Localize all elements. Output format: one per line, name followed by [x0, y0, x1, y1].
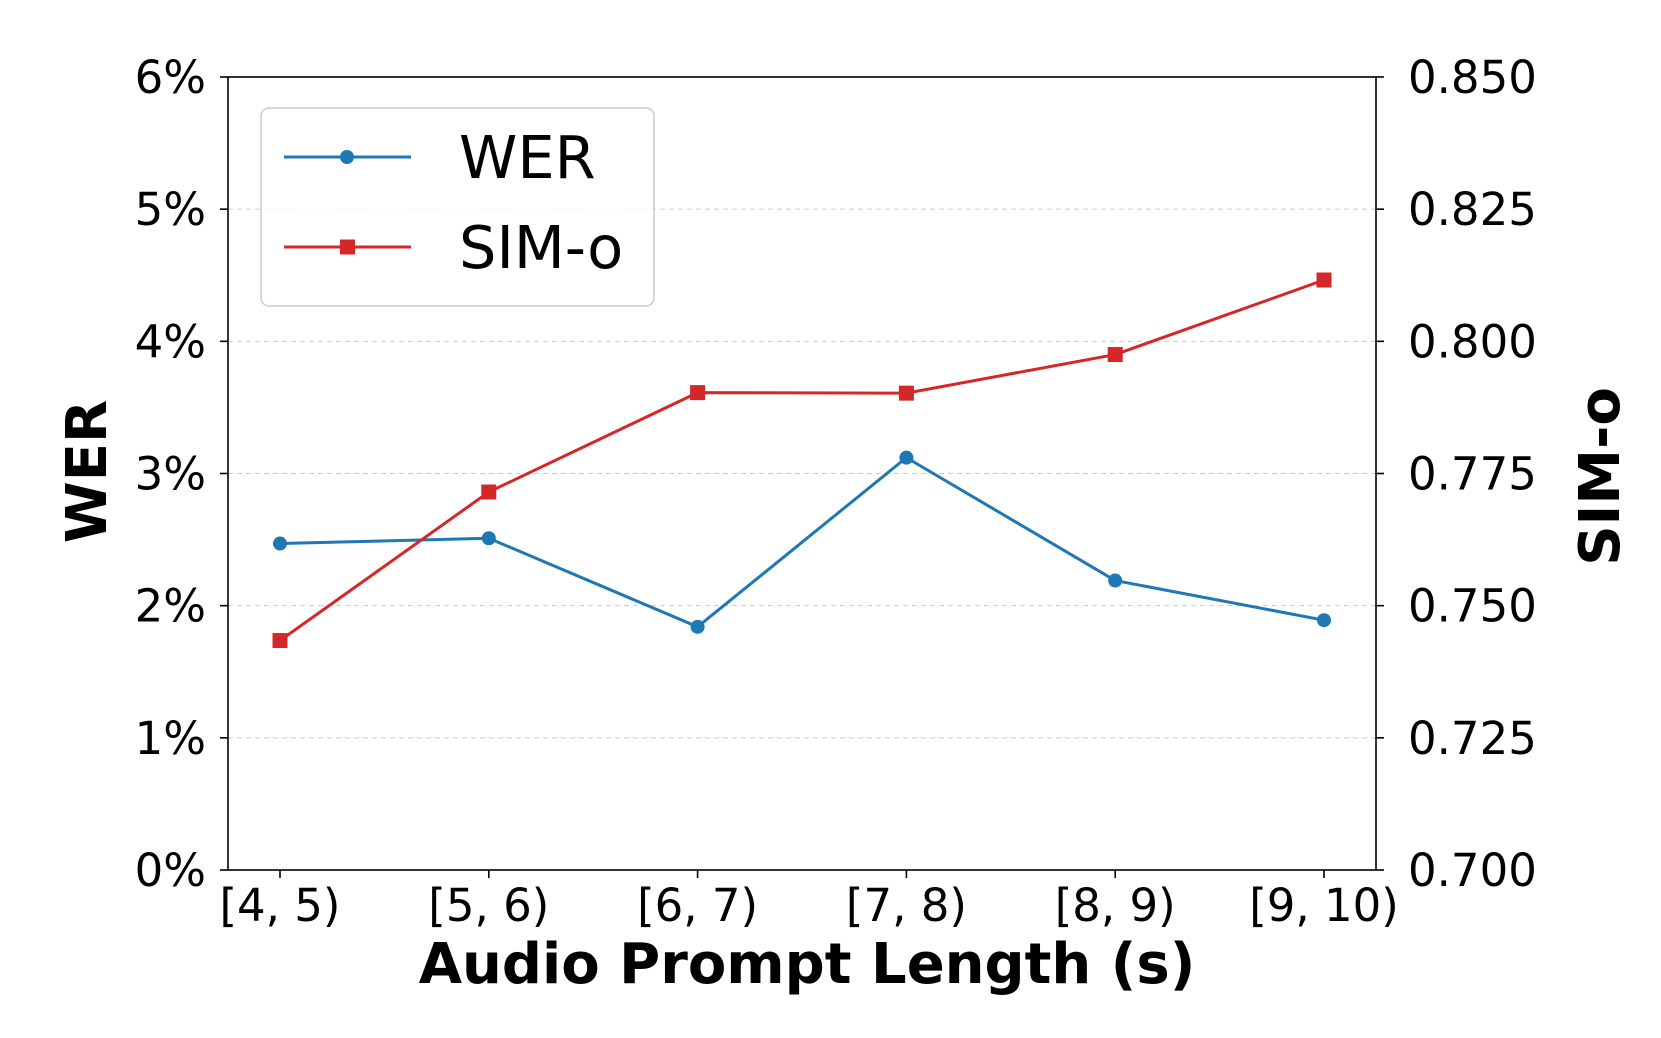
point-wer — [1108, 573, 1123, 588]
point-wer — [1317, 613, 1331, 628]
x-tick-label: [6, 7) — [637, 879, 758, 932]
y-left-tick-label: 2% — [135, 580, 206, 633]
point-sim-o — [481, 484, 497, 500]
y-right-tick-label: 0.750 — [1408, 580, 1537, 633]
grid-lines — [228, 208, 1376, 739]
legend-marker-sim-o — [340, 239, 355, 255]
legend-label-wer: WER — [459, 123, 596, 192]
point-wer — [481, 531, 496, 546]
series-line-wer — [279, 456, 1325, 629]
point-sim-o — [272, 633, 288, 649]
point-sim-o — [898, 385, 914, 401]
y-right-tick-label: 0.775 — [1408, 448, 1537, 501]
y-right-tick-label: 0.800 — [1408, 315, 1537, 368]
y-right-tick-label: 0.850 — [1408, 51, 1537, 104]
y-left-tick-label: 0% — [135, 844, 206, 897]
y-left-tick-label: 4% — [135, 315, 206, 368]
x-tick-label: [8, 9) — [1055, 879, 1176, 932]
x-tick-label: [9, 10) — [1249, 879, 1399, 932]
point-wer — [690, 619, 705, 634]
y-axis-left-title: WER — [55, 400, 120, 543]
y-left-tick-label: 6% — [135, 51, 206, 104]
x-tick-label: [5, 6) — [428, 879, 549, 932]
point-wer — [899, 450, 914, 465]
legend: WER SIM-o — [260, 107, 655, 307]
x-tick-label: [7, 8) — [846, 879, 967, 932]
point-wer — [273, 536, 287, 551]
series-line-sim-o — [279, 278, 1325, 642]
x-tick-label: [4, 5) — [220, 879, 341, 932]
y-right-tick-label: 0.700 — [1408, 844, 1537, 897]
y-right-tick-label: 0.725 — [1408, 712, 1537, 765]
legend-marker-wer — [340, 150, 354, 164]
point-sim-o — [690, 385, 706, 401]
y-right-tick-label: 0.825 — [1408, 183, 1537, 236]
point-sim-o — [1107, 347, 1123, 363]
y-axis-right-title: SIM-o — [1568, 387, 1633, 566]
y-left-tick-label: 5% — [135, 183, 206, 236]
series-layer — [272, 272, 1332, 649]
x-axis-title: Audio Prompt Length (s) — [419, 932, 1196, 997]
point-sim-o — [1316, 272, 1332, 288]
axes: 0% 1% 2% 3% 4% 5% 6% 0.700 0.725 0.750 0.775 0.800 0… — [135, 51, 1537, 932]
y-left-tick-label: 1% — [135, 712, 206, 765]
legend-label-sim-o: SIM-o — [459, 213, 623, 282]
y-left-tick-label: 3% — [135, 448, 206, 501]
